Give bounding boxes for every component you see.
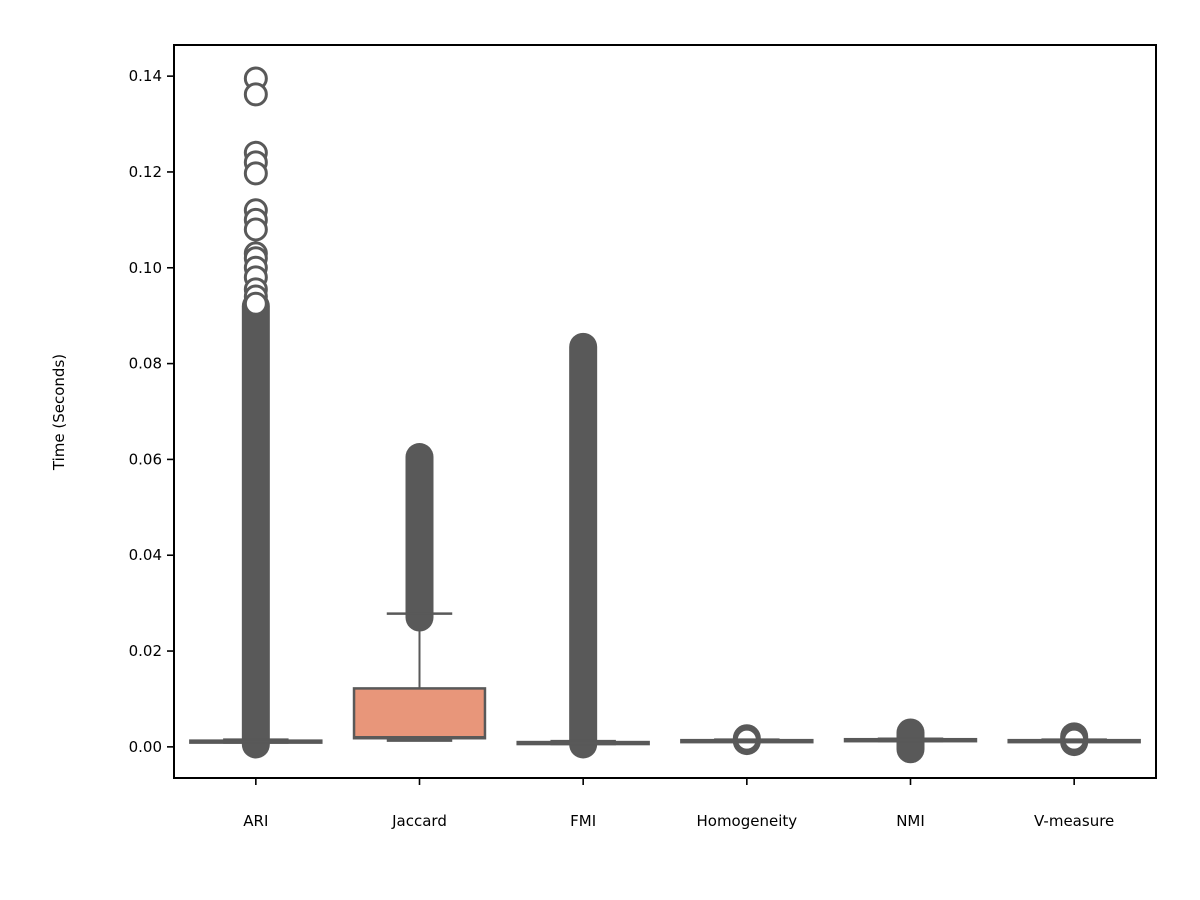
y-axis-title: Time (Seconds) [50, 354, 68, 471]
x-tick-label: FMI [570, 812, 596, 830]
y-tick-label: 0.10 [129, 259, 162, 277]
outlier-point [243, 217, 268, 242]
outlier-point [243, 82, 268, 107]
plot-area [189, 66, 1141, 764]
y-tick-label: 0.00 [129, 738, 162, 756]
plot-frame [173, 44, 1157, 779]
x-axis: ARI Jaccard FMI Homogeneity NMI V-measure [243, 778, 1114, 830]
y-tick-label: 0.14 [129, 67, 162, 85]
x-tick-label: Homogeneity [696, 812, 797, 830]
outlier-point [243, 291, 268, 316]
y-tick-label: 0.02 [129, 642, 162, 660]
outlier-point [243, 161, 268, 186]
y-axis: 0.00 0.02 0.04 0.06 0.08 0.10 0.12 0.14 [129, 67, 174, 756]
box-group [189, 66, 323, 759]
box-group [516, 332, 650, 759]
box-group [843, 718, 978, 764]
y-tick-label: 0.08 [129, 355, 162, 373]
x-tick-label: Jaccard [391, 812, 447, 830]
x-tick-label: V-measure [1034, 812, 1114, 830]
x-tick-label: ARI [243, 812, 268, 830]
y-tick-label: 0.12 [129, 163, 162, 181]
y-tick-label: 0.04 [129, 546, 162, 564]
box-iqr [352, 687, 487, 740]
box-group [1007, 722, 1141, 757]
y-tick-label: 0.06 [129, 450, 162, 468]
box-group [680, 724, 814, 756]
box-group [352, 443, 487, 742]
x-tick-label: NMI [896, 812, 925, 830]
